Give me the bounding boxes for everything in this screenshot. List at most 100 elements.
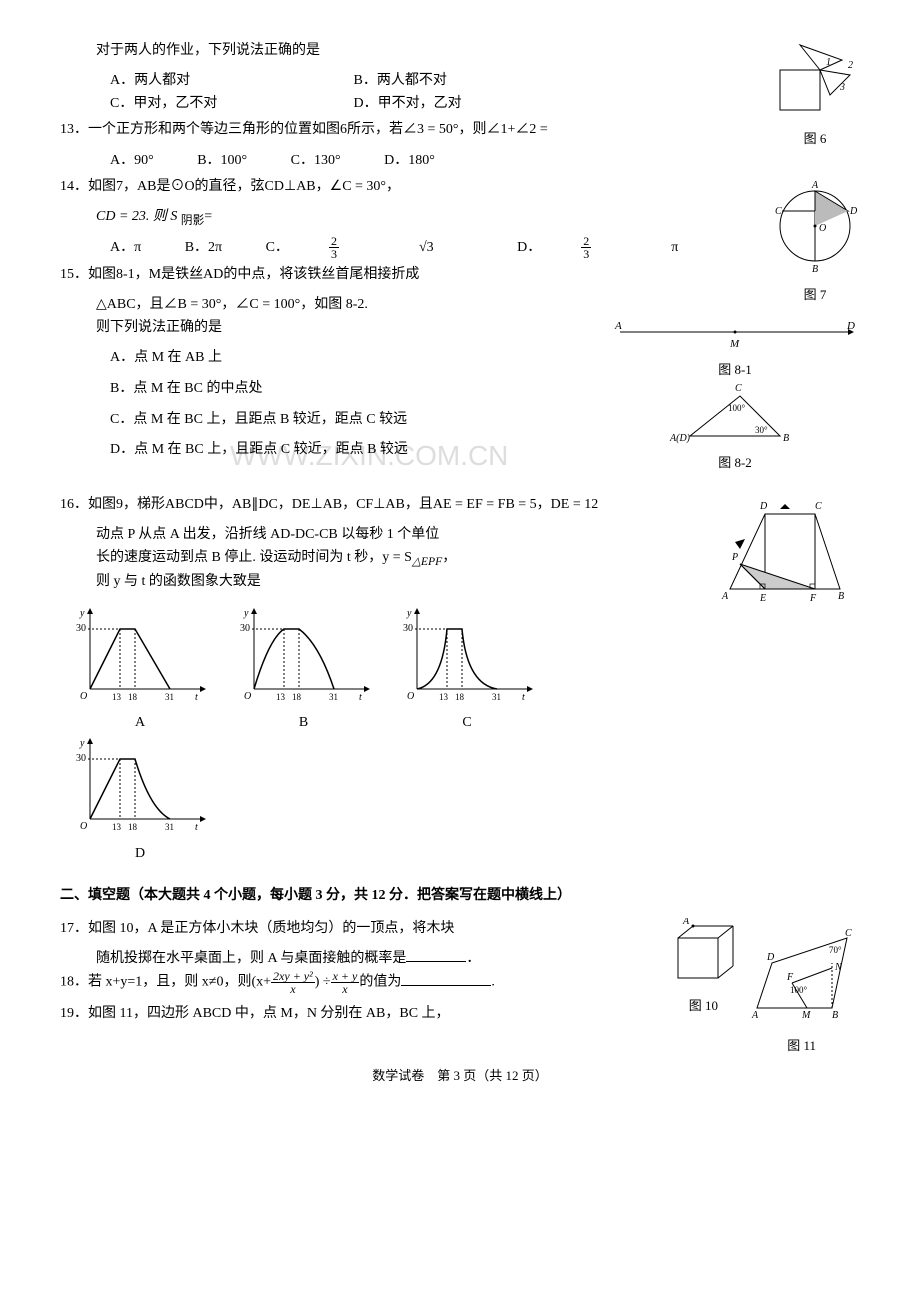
q12-opt-a: A．两人都对 [110, 70, 310, 92]
q16-choice-a: 30 O 13 18 31 t y A [60, 604, 220, 735]
q14-stem2-sub: 阴影 [181, 214, 204, 227]
svg-text:B: B [838, 591, 844, 602]
svg-text:D: D [766, 952, 775, 963]
q16-choice-d: 30 O 13 18 31 t y D [60, 734, 220, 865]
svg-text:100°: 100° [790, 985, 808, 995]
q12-stem: 对于两人的作业，下列说法正确的是 [60, 40, 860, 62]
q13-num: 13． [60, 122, 88, 137]
svg-text:t: t [195, 692, 198, 703]
svg-text:2: 2 [848, 60, 853, 71]
figure-10-11: A 图 10 D C A B M N F 70° 100° 图 11 [660, 918, 860, 1058]
q14-opt-b: B．2π [185, 237, 222, 259]
figure-7: A C D O B 图 7 [770, 176, 860, 306]
svg-text:1: 1 [826, 57, 831, 68]
svg-text:13: 13 [112, 692, 122, 702]
svg-text:A: A [751, 1010, 759, 1021]
q13-opt-d: D．180° [384, 150, 435, 172]
q13: 13．一个正方形和两个等边三角形的位置如图6所示，若∠3 = 50°，则∠1+∠… [60, 119, 860, 141]
svg-text:C: C [775, 206, 782, 217]
q13-opt-c: C．130° [291, 150, 341, 172]
svg-text:30°: 30° [755, 425, 768, 435]
svg-text:M: M [801, 1010, 811, 1021]
svg-text:30: 30 [403, 623, 413, 634]
svg-text:31: 31 [165, 822, 174, 832]
svg-text:13: 13 [439, 692, 449, 702]
svg-text:t: t [195, 822, 198, 833]
q14-opt-d: D．23π [517, 235, 718, 260]
svg-text:C: C [815, 501, 822, 512]
figure-7-caption: 图 7 [770, 285, 860, 306]
svg-text:B: B [812, 264, 818, 275]
svg-text:O: O [819, 223, 826, 234]
svg-text:O: O [244, 691, 251, 702]
q14-opt-a: A．π [110, 237, 141, 259]
svg-text:E: E [759, 593, 766, 604]
svg-text:31: 31 [165, 692, 174, 702]
q17-stem1: 如图 10，A 是正方体小木块（质地均匀）的一顶点，将木块 [88, 921, 454, 936]
svg-text:13: 13 [276, 692, 286, 702]
q15-stem1: 如图8-1，M是铁丝AD的中点，将该铁丝首尾相接折成 [88, 267, 419, 282]
svg-text:t: t [522, 692, 525, 703]
page-footer: 数学试卷 第 3 页（共 12 页） [60, 1066, 860, 1087]
figure-9: D C A B E F P [710, 494, 860, 611]
svg-text:31: 31 [492, 692, 501, 702]
q14-stem2-suf: = [204, 209, 212, 224]
svg-text:F: F [809, 593, 817, 604]
section-2-header: 二、填空题（本大题共 4 个小题，每小题 3 分，共 12 分．把答案写在题中横… [60, 885, 860, 907]
svg-text:18: 18 [292, 692, 302, 702]
q15: 15．如图8-1，M是铁丝AD的中点，将该铁丝首尾相接折成 [60, 264, 860, 286]
q14-num: 14． [60, 179, 88, 194]
q18-blank [401, 985, 491, 986]
svg-text:100°: 100° [728, 403, 746, 413]
svg-text:t: t [359, 692, 362, 703]
q15-num: 15． [60, 267, 88, 282]
svg-text:31: 31 [329, 692, 338, 702]
q12-opt-c: C．甲对，乙不对 [110, 93, 310, 115]
q16-choice-b: 30 O 13 18 31 t y B [224, 604, 384, 735]
q19-stem: 如图 11，四边形 ABCD 中，点 M，N 分别在 AB，BC 上， [88, 1006, 450, 1021]
q14: 14．如图7，AB是⊙O的直径，弦CD⊥AB，∠C = 30°， [60, 176, 860, 198]
svg-text:D: D [759, 501, 768, 512]
svg-text:O: O [407, 691, 414, 702]
svg-text:C: C [845, 928, 852, 939]
svg-text:O: O [80, 691, 87, 702]
q13-options: A．90° B．100° C．130° D．180° [60, 150, 860, 172]
svg-text:30: 30 [76, 623, 86, 634]
svg-text:O: O [80, 821, 87, 832]
q12-options: A．两人都对 B．两人都不对 C．甲对，乙不对 D．甲不对，乙对 [60, 70, 860, 115]
svg-text:30: 30 [240, 623, 250, 634]
svg-text:B: B [832, 1010, 838, 1021]
svg-text:A: A [811, 180, 819, 191]
q16-stem1: 如图9，梯形ABCD中，AB∥DC，DE⊥AB，CF⊥AB，且AE = EF =… [88, 497, 598, 512]
svg-text:3: 3 [839, 82, 845, 93]
q18-pre: 若 x+y=1，且，则 x≠0，则(x+ [88, 975, 271, 990]
q13-opt-b: B．100° [197, 150, 247, 172]
svg-text:18: 18 [128, 692, 138, 702]
q14-stem2: CD = 23. 则 S 阴影= [60, 206, 860, 230]
svg-text:y: y [406, 608, 412, 619]
svg-text:A: A [721, 591, 729, 602]
q15-opt-d: D．点 M 在 BC 上，且距点 C 较近，距点 B 较远 [110, 435, 860, 466]
q18-num: 18． [60, 975, 88, 990]
svg-text:y: y [243, 608, 249, 619]
svg-text:18: 18 [128, 822, 138, 832]
q15-stem2: △ABC，且∠B = 30°，∠C = 100°，如图 8-2. [60, 294, 860, 316]
svg-text:D: D [846, 320, 855, 332]
q12-opt-d: D．甲不对，乙对 [354, 93, 462, 115]
svg-text:P: P [731, 552, 738, 563]
svg-text:y: y [79, 738, 85, 749]
figure-6-caption: 图 6 [770, 129, 860, 150]
q13-stem: 一个正方形和两个等边三角形的位置如图6所示，若∠3 = 50°，则∠1+∠2 = [88, 122, 548, 137]
q19-num: 19． [60, 1006, 88, 1021]
q16-choices: 30 O 13 18 31 t y A 30 O 13 18 [60, 604, 860, 866]
q16-choice-c: 30 O 13 18 31 t y C [387, 604, 547, 735]
svg-text:C: C [735, 383, 742, 394]
figure-6: 1 2 3 图 6 [770, 40, 860, 150]
q17-stem2: 随机投掷在水平桌面上，则 A 与桌面接触的概率是 [96, 951, 406, 966]
svg-text:F: F [786, 972, 794, 983]
svg-text:D: D [849, 206, 858, 217]
svg-text:30: 30 [76, 753, 86, 764]
svg-text:70°: 70° [829, 945, 842, 955]
svg-text:A: A [682, 918, 690, 927]
q13-opt-a: A．90° [110, 150, 154, 172]
